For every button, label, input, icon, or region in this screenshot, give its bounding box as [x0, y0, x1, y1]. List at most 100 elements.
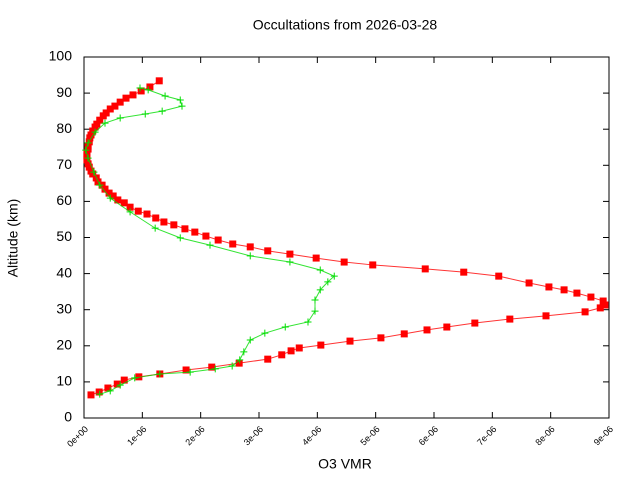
y-tick-label: 100: [49, 48, 73, 64]
data-point: [170, 221, 178, 229]
data-point: [596, 304, 604, 312]
data-point: [104, 384, 112, 392]
data-point: [90, 168, 98, 176]
data-point: [421, 265, 429, 273]
data-point: [91, 128, 99, 136]
data-point: [176, 234, 184, 242]
data-point: [229, 240, 237, 248]
data-point: [191, 228, 199, 236]
data-point: [573, 289, 581, 297]
data-point: [101, 185, 109, 193]
data-point: [158, 107, 166, 115]
data-point: [545, 283, 553, 291]
data-point: [126, 203, 134, 211]
data-point: [330, 272, 338, 280]
data-point: [131, 374, 139, 382]
data-point: [560, 286, 568, 294]
data-point: [87, 131, 95, 139]
data-point: [599, 297, 607, 305]
data-point: [84, 139, 92, 147]
data-point: [146, 83, 154, 91]
data-point: [278, 351, 286, 359]
data-point: [83, 156, 91, 164]
data-point: [93, 120, 101, 128]
data-point: [120, 199, 128, 207]
data-point: [369, 261, 377, 269]
data-point: [87, 391, 95, 399]
data-point: [96, 390, 104, 398]
data-point: [346, 337, 354, 345]
data-point: [156, 370, 164, 378]
data-point: [144, 86, 152, 94]
data-point: [116, 114, 124, 122]
data-point: [295, 344, 303, 352]
y-tick-label: 40: [56, 264, 72, 280]
data-point: [206, 241, 214, 249]
data-point: [102, 109, 110, 117]
data-point: [95, 388, 103, 396]
data-point: [202, 232, 210, 240]
data-point: [84, 154, 92, 162]
y-tick-label: 70: [56, 156, 72, 172]
data-point: [246, 336, 254, 344]
y-tick-label: 80: [56, 120, 72, 136]
data-point: [340, 258, 348, 266]
data-point: [281, 323, 289, 331]
data-point: [316, 286, 324, 294]
data-point: [151, 224, 159, 232]
data-point: [228, 362, 236, 370]
y-tick-label: 30: [56, 300, 72, 316]
y-tick-label: 10: [56, 373, 72, 389]
chart-title: Occultations from 2026-03-28: [253, 17, 438, 33]
data-point: [264, 247, 272, 255]
data-point: [106, 387, 114, 395]
data-point: [143, 210, 151, 218]
data-point: [109, 192, 117, 200]
data-point: [311, 296, 319, 304]
data-point: [264, 355, 272, 363]
data-point: [377, 334, 385, 342]
data-point: [182, 366, 190, 374]
data-point: [312, 254, 320, 262]
data-point: [214, 236, 222, 244]
data-point: [495, 272, 503, 280]
x-axis-label: O3 VMR: [318, 456, 372, 472]
data-point: [246, 252, 254, 260]
data-point: [286, 250, 294, 258]
data-point: [287, 347, 295, 355]
data-point: [111, 102, 119, 110]
data-point: [246, 243, 254, 251]
data-point: [96, 116, 104, 124]
data-point: [137, 87, 145, 95]
y-tick-label: 50: [56, 228, 72, 244]
data-point: [89, 127, 97, 135]
data-point: [581, 308, 589, 316]
data-point: [208, 363, 216, 371]
data-point: [181, 225, 189, 233]
data-point: [160, 218, 168, 226]
data-point: [129, 91, 137, 99]
data-point: [235, 359, 243, 367]
data-point: [304, 318, 312, 326]
data-point: [136, 84, 144, 92]
data-point: [122, 94, 130, 102]
y-tick-label: 0: [64, 409, 72, 425]
data-point: [120, 376, 128, 384]
data-point: [106, 194, 114, 202]
data-point: [423, 326, 431, 334]
data-point: [186, 368, 194, 376]
data-point: [525, 279, 533, 287]
data-point: [317, 341, 325, 349]
data-point: [311, 307, 319, 315]
y-tick-label: 20: [56, 337, 72, 353]
data-point: [316, 266, 324, 274]
data-point: [101, 119, 109, 127]
data-point: [106, 105, 114, 113]
data-point: [443, 323, 451, 331]
data-point: [261, 329, 269, 337]
data-point: [161, 92, 169, 100]
data-point: [116, 98, 124, 106]
data-point: [601, 301, 609, 309]
